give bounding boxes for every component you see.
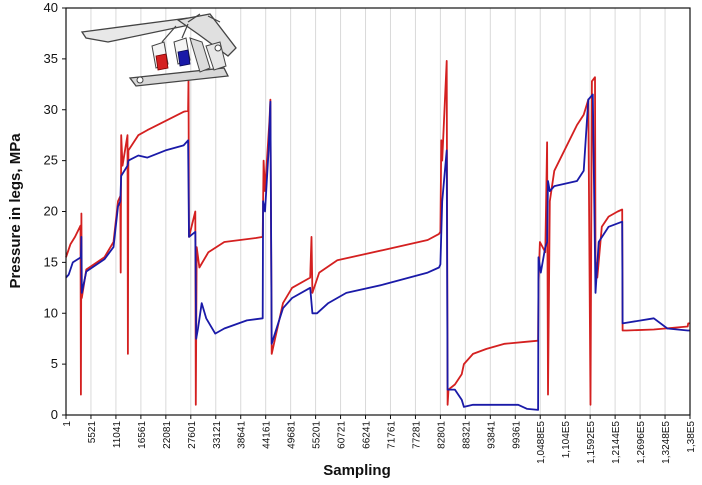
hydraulic-shield-support-icon xyxy=(80,13,237,87)
y-tick-label: 10 xyxy=(44,305,58,320)
x-axis-label: Sampling xyxy=(323,462,391,479)
x-tick-label: 1,2696E5 xyxy=(636,421,647,464)
tick-labels: 0 5 10 15 20 25 30 35 40 1 5521 11041 16561 22081 2760… xyxy=(44,0,697,464)
x-tick-label: 77281 xyxy=(411,421,422,449)
series-layer xyxy=(65,60,690,411)
x-tick-label: 99361 xyxy=(511,421,522,449)
x-tick-label: 1,0488E5 xyxy=(536,421,547,464)
x-tick-label: 1,104E5 xyxy=(561,421,572,459)
x-tick-label: 60721 xyxy=(337,421,348,449)
y-tick-label: 15 xyxy=(44,254,58,269)
x-tick-label: 16561 xyxy=(137,421,148,449)
y-tick-label: 30 xyxy=(44,102,58,117)
x-tick-label: 33121 xyxy=(212,421,223,449)
x-tick-label: 5521 xyxy=(87,421,98,444)
x-tick-label: 55201 xyxy=(312,421,323,449)
y-tick-label: 0 xyxy=(51,407,58,422)
x-tick-label: 11041 xyxy=(112,421,123,449)
y-tick-label: 35 xyxy=(44,51,58,66)
x-tick-label: 44161 xyxy=(262,421,273,449)
x-tick-label: 1,1592E5 xyxy=(586,421,597,464)
y-axis-label: Pressure in legs, MPa xyxy=(7,133,24,289)
y-tick-label: 25 xyxy=(44,153,58,168)
series-line-blue xyxy=(65,93,690,411)
axes xyxy=(62,7,691,419)
x-tick-label: 93841 xyxy=(486,421,497,449)
x-tick-label: 82801 xyxy=(436,421,447,449)
x-tick-label: 38641 xyxy=(237,421,248,449)
x-tick-label: 88321 xyxy=(461,421,472,449)
x-tick-label: 1,3248E5 xyxy=(661,421,672,464)
x-tick-label: 71761 xyxy=(386,421,397,449)
y-tick-label: 20 xyxy=(44,204,58,219)
x-tick-label: 22081 xyxy=(162,421,173,449)
series-line-red xyxy=(65,60,690,406)
x-tick-label: 1,38E5 xyxy=(686,421,697,453)
x-tick-label: 66241 xyxy=(362,421,373,449)
y-tick-label: 5 xyxy=(51,356,58,371)
x-tick-label: 1 xyxy=(62,421,73,427)
grid-lines xyxy=(90,8,666,415)
x-tick-label: 27601 xyxy=(187,421,198,449)
x-tick-label: 1,2144E5 xyxy=(611,421,622,464)
x-tick-label: 49681 xyxy=(287,421,298,449)
y-tick-label: 40 xyxy=(44,0,58,15)
